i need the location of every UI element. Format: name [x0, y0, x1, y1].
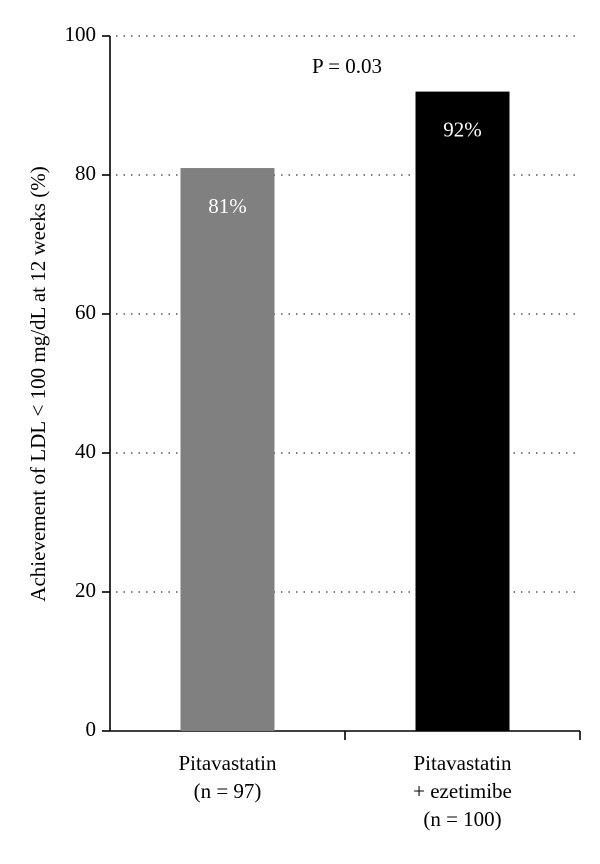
y-tick-label: 0 [86, 717, 97, 741]
x-tick-label: Pitavastatin [179, 751, 277, 775]
y-tick-label: 40 [75, 439, 96, 463]
x-tick-label: (n = 97) [194, 779, 262, 803]
x-tick-label: + ezetimibe [413, 779, 512, 803]
bar [415, 91, 510, 732]
x-tick-label: (n = 100) [423, 807, 501, 831]
y-tick-label: 80 [75, 161, 96, 185]
annotation: P = 0.03 [312, 54, 382, 78]
x-tick-label: Pitavastatin [414, 751, 512, 775]
bar [180, 168, 275, 732]
value-label: 92% [443, 117, 482, 141]
y-tick-label: 60 [75, 300, 96, 324]
y-tick-label: 20 [75, 578, 96, 602]
y-tick-label: 100 [65, 22, 97, 46]
value-label: 81% [208, 194, 247, 218]
y-axis-label: Achievement of LDL < 100 mg/dL at 12 wee… [26, 166, 50, 601]
